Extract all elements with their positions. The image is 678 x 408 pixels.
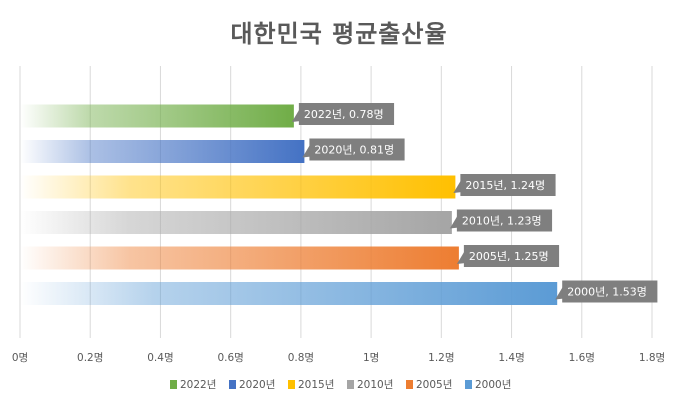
x-tick-label: 1.2명 xyxy=(428,352,454,364)
data-labels: 2022년, 0.78명 2020년, 0.81명 2015년, 1.24명 2010… xyxy=(291,103,658,303)
legend-item: 2015년 xyxy=(288,379,334,391)
legend-label: 2015년 xyxy=(298,379,334,391)
data-label-callout: 2022년, 0.78명 xyxy=(291,103,395,125)
legend-item: 2020년 xyxy=(229,379,275,391)
data-label-callout: 2020년, 0.81명 xyxy=(302,138,405,161)
x-tick-label: 0.8명 xyxy=(288,352,314,364)
data-label-callout: 2000년, 1.53명 xyxy=(555,280,658,303)
bar-2005년 xyxy=(20,246,459,270)
data-label-callout: 2005년, 1.25명 xyxy=(456,245,560,267)
data-label: 2010년, 1.23명 xyxy=(462,215,542,228)
legend-label: 2020년 xyxy=(239,379,275,391)
x-axis-ticks: 0명 0.2명 0.4명 0.6명 0.8명 1명 1.2명 1.4명 1.6명 1.8명 xyxy=(12,352,665,364)
bar-2015년 xyxy=(20,175,456,199)
legend-label: 2000년 xyxy=(475,379,511,391)
x-tick-label: 1명 xyxy=(363,352,379,364)
bars xyxy=(20,104,558,305)
data-label: 2022년, 0.78명 xyxy=(304,108,384,121)
bar-2020년 xyxy=(20,140,305,163)
data-label-box xyxy=(460,174,556,196)
legend-label: 2005년 xyxy=(416,379,452,391)
legend-label: 2010년 xyxy=(357,379,393,391)
x-tick-label: 0명 xyxy=(12,352,28,364)
legend-swatch xyxy=(170,380,177,389)
x-tick-label: 1.4명 xyxy=(498,352,524,364)
legend-swatch xyxy=(465,380,472,389)
legend-swatch xyxy=(288,380,295,389)
legend: 2022년 2020년 2015년 2010년 2005년 2000년 xyxy=(170,379,511,391)
data-label-box xyxy=(298,103,395,125)
bar-2000년 xyxy=(20,282,558,305)
data-label-callout: 2010년, 1.23명 xyxy=(449,209,553,232)
x-tick-label: 0.2명 xyxy=(77,352,103,364)
data-label-box xyxy=(309,138,405,161)
chart-title: 대한민국 평균출산율 xyxy=(230,20,448,48)
data-label-box xyxy=(456,209,553,232)
legend-swatch xyxy=(347,380,354,389)
x-tick-label: 1.8명 xyxy=(639,352,665,364)
bar-2022년 xyxy=(20,104,294,128)
data-label-callout: 2015년, 1.24명 xyxy=(453,174,556,196)
legend-item: 2005년 xyxy=(406,379,452,391)
legend-swatch xyxy=(406,380,413,389)
data-label: 2020년, 0.81명 xyxy=(314,144,394,157)
x-tick-label: 0.6명 xyxy=(217,352,243,364)
x-tick-label: 1.6명 xyxy=(569,352,595,364)
legend-item: 2022년 xyxy=(170,379,216,391)
x-tick-label: 0.4명 xyxy=(147,352,173,364)
legend-label: 2022년 xyxy=(180,379,216,391)
bar-2010년 xyxy=(20,211,452,234)
data-label: 2015년, 1.24명 xyxy=(465,179,545,192)
data-label-box xyxy=(463,245,560,267)
data-label: 2000년, 1.53명 xyxy=(567,286,647,299)
legend-swatch xyxy=(229,380,236,389)
data-label: 2005년, 1.25명 xyxy=(469,250,549,263)
legend-item: 2000년 xyxy=(465,379,511,391)
data-label-box xyxy=(562,280,658,303)
legend-item: 2010년 xyxy=(347,379,393,391)
